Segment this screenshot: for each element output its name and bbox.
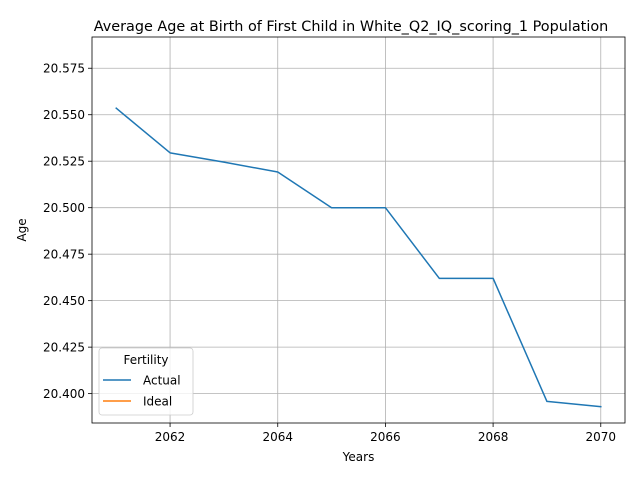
x-tick-label: 2066 (370, 430, 401, 444)
y-tick-label: 20.400 (43, 387, 85, 401)
y-tick-label: 20.450 (43, 294, 85, 308)
y-tick-label: 20.475 (43, 247, 85, 261)
x-tick-label: 2062 (155, 430, 186, 444)
x-tick-label: 2068 (478, 430, 509, 444)
legend-title: Fertility (123, 353, 168, 367)
legend-label-actual: Actual (143, 374, 181, 388)
legend: Fertility Actual Ideal (98, 347, 194, 416)
y-tick-label: 20.550 (43, 108, 85, 122)
y-tick-label: 20.425 (43, 340, 85, 354)
legend-box (98, 347, 194, 416)
y-tick-label: 20.575 (43, 62, 85, 76)
x-axis-label: Years (342, 450, 375, 464)
x-axis-ticks: 2062 2064 2066 2068 2070 (155, 423, 616, 444)
x-tick-label: 2064 (262, 430, 293, 444)
y-axis-label: Age (15, 218, 29, 241)
legend-label-ideal: Ideal (143, 395, 172, 409)
series-line-actual (115, 107, 602, 408)
series-lines (115, 107, 602, 408)
y-tick-label: 20.500 (43, 201, 85, 215)
x-tick-label: 2070 (585, 430, 616, 444)
y-tick-label: 20.525 (43, 155, 85, 169)
y-axis-ticks: 20.400 20.425 20.450 20.475 20.500 20.525 20.5… (43, 62, 92, 401)
plot-frame (91, 36, 626, 424)
chart-title: Average Age at Birth of First Child in W… (94, 19, 609, 35)
